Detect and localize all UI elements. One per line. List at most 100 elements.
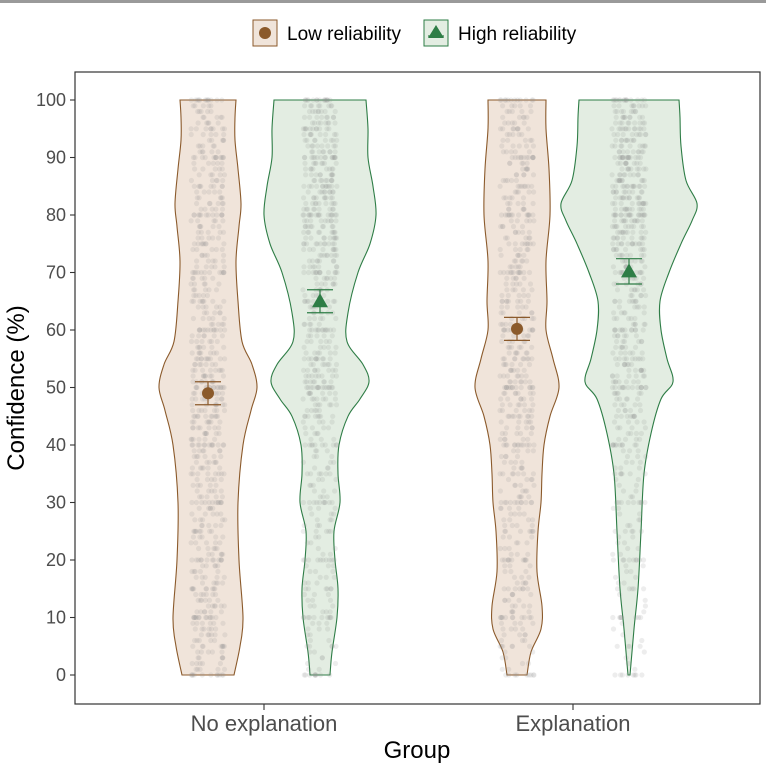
jitter-point <box>219 551 225 557</box>
jitter-point <box>333 373 339 379</box>
jitter-point <box>329 517 335 523</box>
jitter-point <box>636 195 642 201</box>
jitter-point <box>190 425 196 431</box>
jitter-point <box>639 258 645 264</box>
jitter-point <box>209 137 215 143</box>
jitter-point <box>638 235 644 241</box>
jitter-point <box>330 189 336 195</box>
jitter-point <box>622 350 628 356</box>
jitter-point <box>198 356 204 362</box>
jitter-point <box>640 557 647 563</box>
jitter-point <box>526 361 533 368</box>
jitter-point <box>497 436 503 442</box>
jitter-point <box>312 568 319 575</box>
jitter-point <box>621 402 627 408</box>
jitter-point <box>530 143 537 149</box>
mean-point <box>621 263 637 278</box>
jitter-point <box>610 189 616 195</box>
jitter-point <box>209 649 215 655</box>
jitter-point <box>510 126 517 132</box>
jitter-point <box>213 459 219 465</box>
jitter-point <box>332 252 338 258</box>
jitter-point <box>509 269 515 276</box>
jitter-point <box>525 246 531 253</box>
jitter-point <box>190 471 196 477</box>
jitter-point <box>196 108 202 115</box>
y-tick-label: 20 <box>46 550 66 570</box>
jitter-point <box>516 310 522 316</box>
jitter-point <box>308 436 314 442</box>
jitter-point <box>625 120 631 126</box>
jitter-point <box>308 482 314 488</box>
jitter-point <box>513 540 520 546</box>
jitter-point <box>314 126 320 132</box>
jitter-point <box>321 333 327 339</box>
jitter-point <box>614 177 620 184</box>
jitter-point <box>329 103 335 109</box>
jitter-point <box>514 430 520 437</box>
jitter-point <box>330 281 336 287</box>
jitter-point <box>327 390 333 396</box>
jitter-point <box>501 390 507 396</box>
jitter-point <box>643 131 649 138</box>
jitter-point <box>520 229 526 235</box>
jitter-point <box>189 419 195 425</box>
jitter-point <box>640 563 646 569</box>
jitter-point <box>302 126 308 132</box>
jitter-point <box>323 327 329 333</box>
jitter-point <box>530 154 536 161</box>
jitter-point <box>526 407 533 414</box>
jitter-point <box>303 172 309 178</box>
jitter-point <box>306 269 312 276</box>
jitter-point <box>210 321 216 327</box>
jitter-point <box>308 361 314 368</box>
jitter-point <box>323 97 329 103</box>
jitter-point <box>313 356 319 362</box>
jitter-point <box>632 672 638 678</box>
jitter-point <box>500 126 506 132</box>
jitter-point <box>505 476 512 483</box>
jitter-point <box>635 212 642 218</box>
jitter-point <box>219 269 225 276</box>
jitter-point <box>328 103 334 109</box>
jitter-point <box>507 195 513 201</box>
jitter-point <box>625 223 632 230</box>
jitter-point <box>192 361 198 368</box>
jitter-point <box>312 367 318 373</box>
jitter-point <box>217 327 223 333</box>
jitter-point <box>308 540 314 546</box>
jitter-point <box>525 356 532 362</box>
jitter-point <box>194 97 201 103</box>
jitter-point <box>641 275 647 281</box>
jitter-point <box>626 195 633 201</box>
jitter-point <box>502 384 508 391</box>
jitter-point <box>515 448 521 454</box>
jitter-point <box>308 333 314 339</box>
jitter-point <box>197 223 203 230</box>
jitter-point <box>515 540 521 546</box>
jitter-point <box>623 333 629 339</box>
jitter-point <box>638 614 644 621</box>
jitter-point <box>203 614 209 621</box>
jitter-point <box>304 218 310 224</box>
jitter-point <box>506 206 512 212</box>
jitter-point <box>638 367 644 373</box>
jitter-point <box>301 131 307 138</box>
jitter-point <box>510 143 516 149</box>
jitter-point <box>502 557 508 563</box>
jitter-point <box>208 338 215 345</box>
jitter-point <box>642 471 648 477</box>
y-tick-label: 80 <box>46 205 66 225</box>
jitter-point <box>509 614 515 621</box>
jitter-point <box>199 580 206 586</box>
jitter-point <box>301 522 307 529</box>
jitter-point <box>504 425 510 431</box>
jitter-point <box>612 465 618 471</box>
jitter-point <box>625 672 631 678</box>
jitter-point <box>498 97 504 103</box>
jitter-point <box>312 379 318 385</box>
jitter-point <box>310 149 316 155</box>
jitter-point <box>506 597 512 603</box>
jitter-point <box>629 103 635 109</box>
jitter-point <box>618 350 624 356</box>
